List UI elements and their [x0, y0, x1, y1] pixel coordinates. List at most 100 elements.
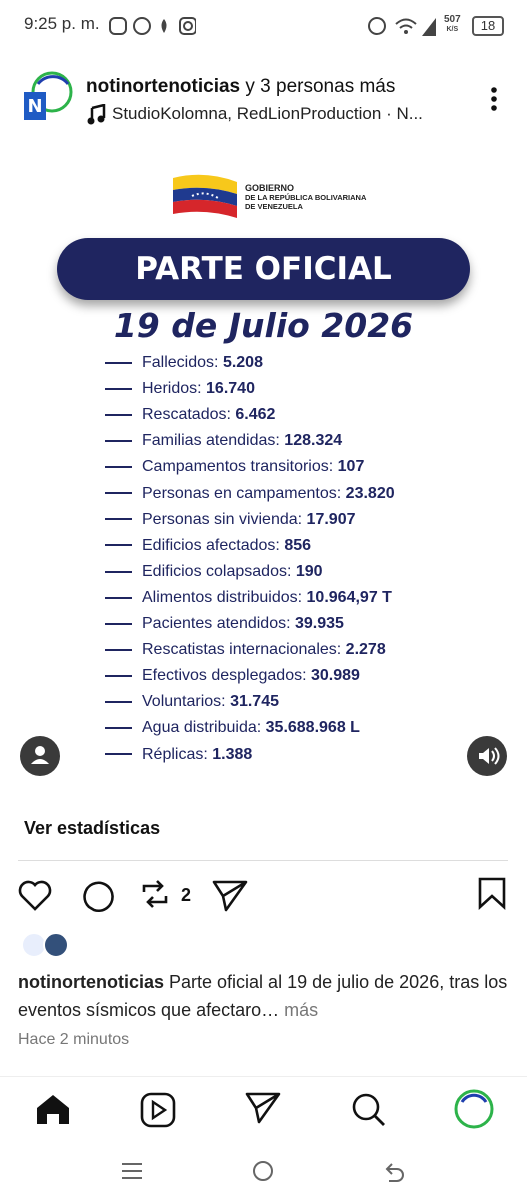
item-row: Personas sin vivienda: 17.907	[105, 511, 355, 529]
item-value: 30.989	[311, 667, 360, 685]
item-row: Edificios colapsados: 190	[105, 563, 323, 581]
item-row: Rescatados: 6.462	[105, 406, 275, 424]
item-row: Heridos: 16.740	[105, 380, 255, 398]
gov-text: GOBIERNO DE LA REPÚBLICA BOLIVARIANA DE …	[245, 183, 366, 211]
item-dash	[105, 622, 132, 625]
net-speed-value: 507	[444, 14, 461, 25]
item-dash	[105, 466, 132, 469]
comment-button[interactable]	[83, 881, 114, 912]
item-value: 31.745	[230, 693, 279, 711]
more-menu[interactable]	[486, 86, 502, 114]
system-nav	[122, 1161, 404, 1182]
item-dash	[105, 727, 132, 730]
item-row: Personas en campamentos: 23.820	[105, 485, 395, 503]
caption-text: Parte oficial al 19 de julio de 2026, tr…	[18, 972, 508, 1020]
item-label: Fallecidos:	[142, 354, 219, 371]
status-icons	[109, 17, 196, 35]
caption: notinortenoticias Parte oficial al 19 de…	[18, 968, 508, 1024]
item-label: Rescatados:	[142, 406, 231, 424]
item-dash	[105, 440, 132, 443]
item-dash	[105, 674, 132, 677]
report-date: 19 de Julio 2026	[113, 306, 414, 345]
item-row: Réplicas: 1.388	[105, 746, 252, 764]
nav-divider	[0, 1076, 527, 1077]
item-label: Personas sin vivienda:	[142, 510, 303, 528]
mute-toggle[interactable]	[467, 736, 507, 776]
net-speed: 507 K/S	[444, 15, 461, 35]
flag	[173, 174, 237, 218]
home-button[interactable]	[253, 1161, 273, 1181]
post-header: notinortenoticias y 3 personas más	[86, 76, 395, 98]
item-row: Campamentos transitorios: 107	[105, 458, 364, 476]
item-row: Fallecidos: 5.208	[105, 354, 263, 372]
profile-tab[interactable]	[454, 1089, 494, 1129]
item-row: Rescatistas internacionales: 2.278	[105, 641, 386, 659]
item-value: 856	[284, 536, 312, 554]
item-value: 35.688.968 L	[265, 719, 360, 737]
liked-by-avatars	[21, 932, 69, 958]
item-dash	[105, 387, 132, 390]
item-label: Edificios colapsados:	[142, 562, 292, 580]
item-label: Agua distribuida:	[142, 719, 262, 737]
item-label: Pacientes atendidos:	[142, 615, 291, 632]
gov-line: GOBIERNO	[245, 183, 295, 193]
share-button[interactable]	[212, 880, 248, 912]
caption-more[interactable]: más	[279, 1000, 319, 1020]
avatar[interactable]: N	[18, 70, 74, 126]
music-label[interactable]: StudioKolomna, RedLionProduction · N...	[112, 104, 423, 123]
recents-button[interactable]	[122, 1163, 142, 1179]
music-icon	[87, 104, 106, 125]
item-value: 16.740	[206, 380, 255, 398]
item-dash	[105, 648, 132, 651]
item-row: Familias atendidas: 128.324	[105, 432, 342, 450]
item-value: 128.324	[284, 432, 343, 450]
item-label: Rescatistas internacionales:	[142, 641, 342, 659]
item-row: Edificios afectados: 856	[105, 537, 311, 555]
battery: 18	[472, 16, 504, 36]
clock: 9:25 p. m.	[24, 14, 100, 33]
item-value: 39.935	[295, 615, 344, 632]
item-value: 5.208	[222, 354, 263, 371]
item-dash	[105, 753, 132, 756]
gov-line: DE LA REPÚBLICA BOLIVARIANA	[245, 193, 367, 202]
stats-link[interactable]: Ver estadísticas	[24, 818, 161, 838]
item-dash	[105, 361, 132, 364]
item-value: 107	[337, 458, 365, 476]
like-button[interactable]	[18, 880, 52, 911]
item-value: 190	[295, 562, 323, 580]
item-row: Alimentos distribuidos: 10.964,97 T	[105, 589, 392, 607]
item-dash	[105, 518, 132, 521]
timestamp: Hace 2 minutos	[18, 1031, 130, 1048]
caption-user[interactable]: notinortenoticias	[18, 972, 165, 992]
item-value: 6.462	[235, 406, 276, 424]
search-tab[interactable]	[352, 1093, 385, 1126]
item-dash	[105, 701, 132, 704]
collab-text[interactable]: y 3 personas más	[240, 76, 396, 97]
item-label: Campamentos transitorios:	[142, 458, 334, 476]
messages-tab[interactable]	[245, 1092, 281, 1124]
back-button[interactable]	[385, 1163, 404, 1182]
status-right-icons	[368, 17, 436, 36]
bottom-nav	[37, 1089, 494, 1129]
repost-count: 2	[181, 885, 192, 905]
divider	[18, 860, 508, 861]
tagged-people[interactable]	[20, 736, 60, 776]
item-label: Personas en campamentos:	[142, 484, 342, 502]
save-button[interactable]	[476, 876, 508, 910]
svg-text:N: N	[27, 96, 42, 117]
item-value: 2.278	[345, 641, 386, 659]
item-label: Familias atendidas:	[142, 432, 280, 450]
item-row: Pacientes atendidos: 39.935	[105, 615, 344, 633]
item-value: 1.388	[212, 745, 253, 763]
home-tab[interactable]	[37, 1095, 69, 1124]
account-name[interactable]: notinortenoticias	[86, 76, 241, 97]
item-row: Agua distribuida: 35.688.968 L	[105, 719, 360, 737]
item-dash	[105, 413, 132, 416]
item-label: Heridos:	[142, 380, 202, 398]
action-bar	[18, 880, 248, 912]
item-value: 23.820	[345, 484, 395, 502]
item-dash	[105, 596, 132, 599]
reels-tab[interactable]	[140, 1092, 176, 1128]
repost-button[interactable]	[142, 880, 168, 908]
